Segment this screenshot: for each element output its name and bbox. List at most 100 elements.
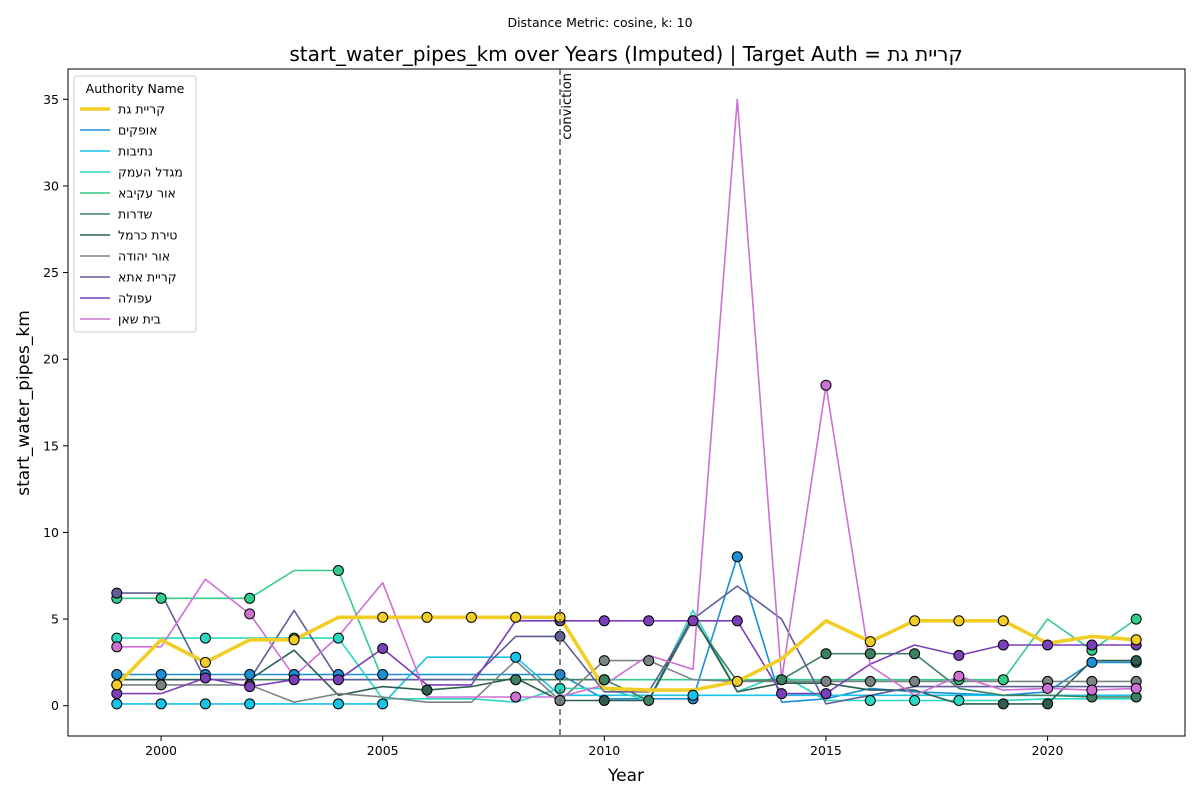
x-axis-label: Year	[607, 766, 644, 786]
data-point	[155, 669, 167, 680]
data-point	[1130, 655, 1142, 667]
data-point	[687, 615, 699, 627]
legend-label: אור עקיבא	[118, 186, 176, 201]
legend-label: נתיבות	[118, 144, 153, 159]
data-point	[1086, 656, 1098, 668]
legend-label: מגדל העמק	[118, 165, 183, 180]
data-point	[598, 655, 610, 667]
data-point	[244, 681, 256, 693]
data-point	[1086, 684, 1098, 696]
data-point	[953, 670, 965, 682]
y-tick-label: 10	[43, 525, 59, 540]
data-point	[1042, 698, 1054, 710]
series-line-8	[116, 659, 1137, 704]
data-point	[731, 675, 743, 687]
data-point	[199, 632, 211, 644]
y-axis: 0 5 10 15 20 25 30 35	[43, 92, 68, 713]
legend-label: טירת כרמל	[118, 228, 177, 243]
data-point	[155, 698, 167, 710]
data-point	[111, 641, 123, 653]
data-point	[997, 698, 1009, 710]
series-line-11	[116, 98, 1137, 698]
data-point	[244, 592, 256, 604]
data-point	[997, 674, 1009, 686]
data-point	[244, 698, 256, 710]
series-line-7	[116, 614, 1137, 705]
legend-title: Authority Name	[86, 81, 185, 96]
data-point	[1130, 682, 1142, 694]
data-point	[953, 615, 965, 627]
x-tick-label: 2000	[145, 743, 177, 758]
data-point	[820, 688, 832, 700]
data-point	[909, 648, 921, 660]
y-tick-label: 15	[43, 438, 59, 453]
data-point	[997, 615, 1009, 627]
data-point	[332, 565, 344, 576]
x-tick-label: 2005	[367, 743, 399, 758]
data-point	[111, 679, 123, 691]
legend-label: אופקים	[118, 123, 158, 138]
data-point	[1130, 634, 1142, 646]
data-point	[199, 672, 211, 684]
legend-box	[73, 75, 197, 333]
y-tick-label: 0	[51, 698, 59, 713]
data-point	[953, 695, 965, 706]
y-tick-label: 25	[43, 265, 59, 280]
chart-suptitle: Distance Metric: cosine, k: 10	[507, 15, 692, 30]
data-point	[421, 684, 433, 696]
data-point	[111, 669, 123, 680]
data-point	[1086, 639, 1098, 651]
data-point	[199, 698, 211, 710]
data-point	[820, 379, 832, 391]
data-point	[598, 615, 610, 627]
data-point	[332, 698, 344, 710]
data-point	[244, 608, 256, 620]
data-point	[820, 648, 832, 660]
series-line-3	[116, 656, 1137, 705]
data-point	[510, 611, 522, 623]
data-point	[1130, 613, 1142, 625]
data-point	[377, 611, 389, 623]
series-line-1	[115, 615, 1137, 692]
data-point	[377, 643, 389, 654]
data-point	[731, 551, 743, 563]
data-point	[909, 695, 921, 706]
data-point	[155, 592, 167, 604]
plot-frame	[67, 68, 1186, 737]
data-point	[864, 675, 876, 687]
data-point	[598, 695, 610, 706]
data-point	[111, 587, 123, 599]
data-point	[288, 674, 300, 686]
series-line-2	[116, 555, 1137, 704]
x-tick-label: 2020	[1032, 743, 1064, 758]
legend-label: קריית אתא	[118, 270, 177, 285]
data-point	[465, 611, 477, 623]
data-point	[909, 675, 921, 687]
x-tick-label: 2010	[588, 743, 620, 758]
data-point	[1042, 639, 1054, 651]
data-point	[332, 674, 344, 686]
series-line-9	[116, 585, 1137, 705]
data-point	[776, 674, 788, 686]
data-point	[421, 611, 433, 623]
x-tick-label: 2015	[810, 743, 842, 758]
data-point	[155, 679, 167, 691]
legend-items: קריית גת אופקים נתיבות מגדל העמק אור עקיבא שד…	[80, 102, 183, 327]
data-point	[909, 615, 921, 627]
y-tick-label: 35	[43, 92, 59, 107]
legend-label: עפולה	[118, 291, 152, 306]
y-tick-label: 20	[43, 352, 59, 367]
chart-title: start_water_pipes_km over Years (Imputed…	[289, 42, 962, 66]
data-point	[643, 655, 655, 667]
data-point	[111, 698, 123, 710]
data-point	[820, 675, 832, 687]
data-point	[864, 695, 876, 706]
legend-label: אור יהודה	[118, 249, 170, 264]
data-point	[864, 636, 876, 648]
data-point	[199, 656, 211, 668]
series-line-5	[116, 569, 1137, 681]
data-point	[687, 689, 699, 701]
data-point	[377, 698, 389, 710]
data-point	[776, 688, 788, 700]
legend-label: קריית גת	[118, 102, 165, 117]
